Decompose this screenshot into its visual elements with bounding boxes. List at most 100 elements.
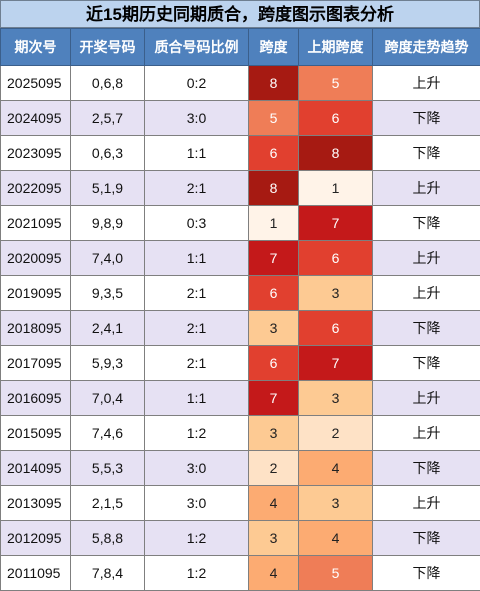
header-span: 跨度	[249, 29, 299, 66]
ratio-cell: 0:2	[145, 66, 249, 101]
period-cell: 2012095	[1, 521, 71, 556]
span-cell: 3	[249, 311, 299, 346]
trend-cell: 下降	[373, 451, 480, 486]
numbers-cell: 2,5,7	[71, 101, 145, 136]
period-cell: 2025095	[1, 66, 71, 101]
prev-span-cell: 3	[299, 276, 373, 311]
prev-span-cell: 5	[299, 66, 373, 101]
trend-cell: 上升	[373, 66, 480, 101]
trend-cell: 下降	[373, 556, 480, 591]
period-cell: 2013095	[1, 486, 71, 521]
header-period: 期次号	[1, 29, 71, 66]
numbers-cell: 0,6,8	[71, 66, 145, 101]
span-cell: 1	[249, 206, 299, 241]
numbers-cell: 0,6,3	[71, 136, 145, 171]
span-cell: 4	[249, 556, 299, 591]
ratio-cell: 3:0	[145, 451, 249, 486]
ratio-cell: 3:0	[145, 486, 249, 521]
period-cell: 2017095	[1, 346, 71, 381]
numbers-cell: 7,4,0	[71, 241, 145, 276]
trend-cell: 下降	[373, 206, 480, 241]
span-cell: 3	[249, 521, 299, 556]
trend-cell: 上升	[373, 276, 480, 311]
ratio-cell: 2:1	[145, 276, 249, 311]
span-cell: 8	[249, 66, 299, 101]
numbers-cell: 7,8,4	[71, 556, 145, 591]
numbers-cell: 5,8,8	[71, 521, 145, 556]
trend-cell: 下降	[373, 311, 480, 346]
header-trend: 跨度走势趋势	[373, 29, 480, 66]
prev-span-cell: 4	[299, 451, 373, 486]
trend-cell: 下降	[373, 136, 480, 171]
span-cell: 4	[249, 486, 299, 521]
prev-span-cell: 7	[299, 346, 373, 381]
prev-span-cell: 6	[299, 241, 373, 276]
numbers-cell: 9,3,5	[71, 276, 145, 311]
numbers-cell: 2,4,1	[71, 311, 145, 346]
period-cell: 2014095	[1, 451, 71, 486]
ratio-cell: 1:2	[145, 521, 249, 556]
ratio-cell: 1:2	[145, 556, 249, 591]
ratio-cell: 1:1	[145, 136, 249, 171]
period-cell: 2016095	[1, 381, 71, 416]
numbers-cell: 5,5,3	[71, 451, 145, 486]
ratio-cell: 0:3	[145, 206, 249, 241]
trend-cell: 上升	[373, 416, 480, 451]
period-cell: 2022095	[1, 171, 71, 206]
prev-span-cell: 2	[299, 416, 373, 451]
prev-span-cell: 8	[299, 136, 373, 171]
ratio-cell: 1:2	[145, 416, 249, 451]
period-cell: 2020095	[1, 241, 71, 276]
numbers-cell: 7,4,6	[71, 416, 145, 451]
numbers-cell: 5,1,9	[71, 171, 145, 206]
trend-cell: 上升	[373, 171, 480, 206]
trend-cell: 下降	[373, 521, 480, 556]
prev-span-cell: 1	[299, 171, 373, 206]
trend-cell: 上升	[373, 381, 480, 416]
numbers-cell: 2,1,5	[71, 486, 145, 521]
span-cell: 7	[249, 381, 299, 416]
span-cell: 2	[249, 451, 299, 486]
span-cell: 8	[249, 171, 299, 206]
prev-span-cell: 6	[299, 311, 373, 346]
period-cell: 2018095	[1, 311, 71, 346]
table-title: 近15期历史同期质合，跨度图示图表分析	[0, 0, 480, 28]
period-cell: 2021095	[1, 206, 71, 241]
numbers-cell: 5,9,3	[71, 346, 145, 381]
period-cell: 2011095	[1, 556, 71, 591]
trend-cell: 上升	[373, 241, 480, 276]
prev-span-cell: 3	[299, 486, 373, 521]
prev-span-cell: 7	[299, 206, 373, 241]
ratio-cell: 1:1	[145, 381, 249, 416]
trend-cell: 上升	[373, 486, 480, 521]
span-cell: 6	[249, 276, 299, 311]
prev-span-cell: 3	[299, 381, 373, 416]
ratio-cell: 2:1	[145, 311, 249, 346]
ratio-cell: 3:0	[145, 101, 249, 136]
prev-span-cell: 5	[299, 556, 373, 591]
numbers-cell: 9,8,9	[71, 206, 145, 241]
header-row: 期次号 开奖号码 质合号码比例 跨度 上期跨度 跨度走势趋势	[1, 29, 480, 66]
header-numbers: 开奖号码	[71, 29, 145, 66]
period-cell: 2015095	[1, 416, 71, 451]
span-cell: 7	[249, 241, 299, 276]
span-cell: 6	[249, 136, 299, 171]
ratio-cell: 1:1	[145, 241, 249, 276]
header-prev-span: 上期跨度	[299, 29, 373, 66]
